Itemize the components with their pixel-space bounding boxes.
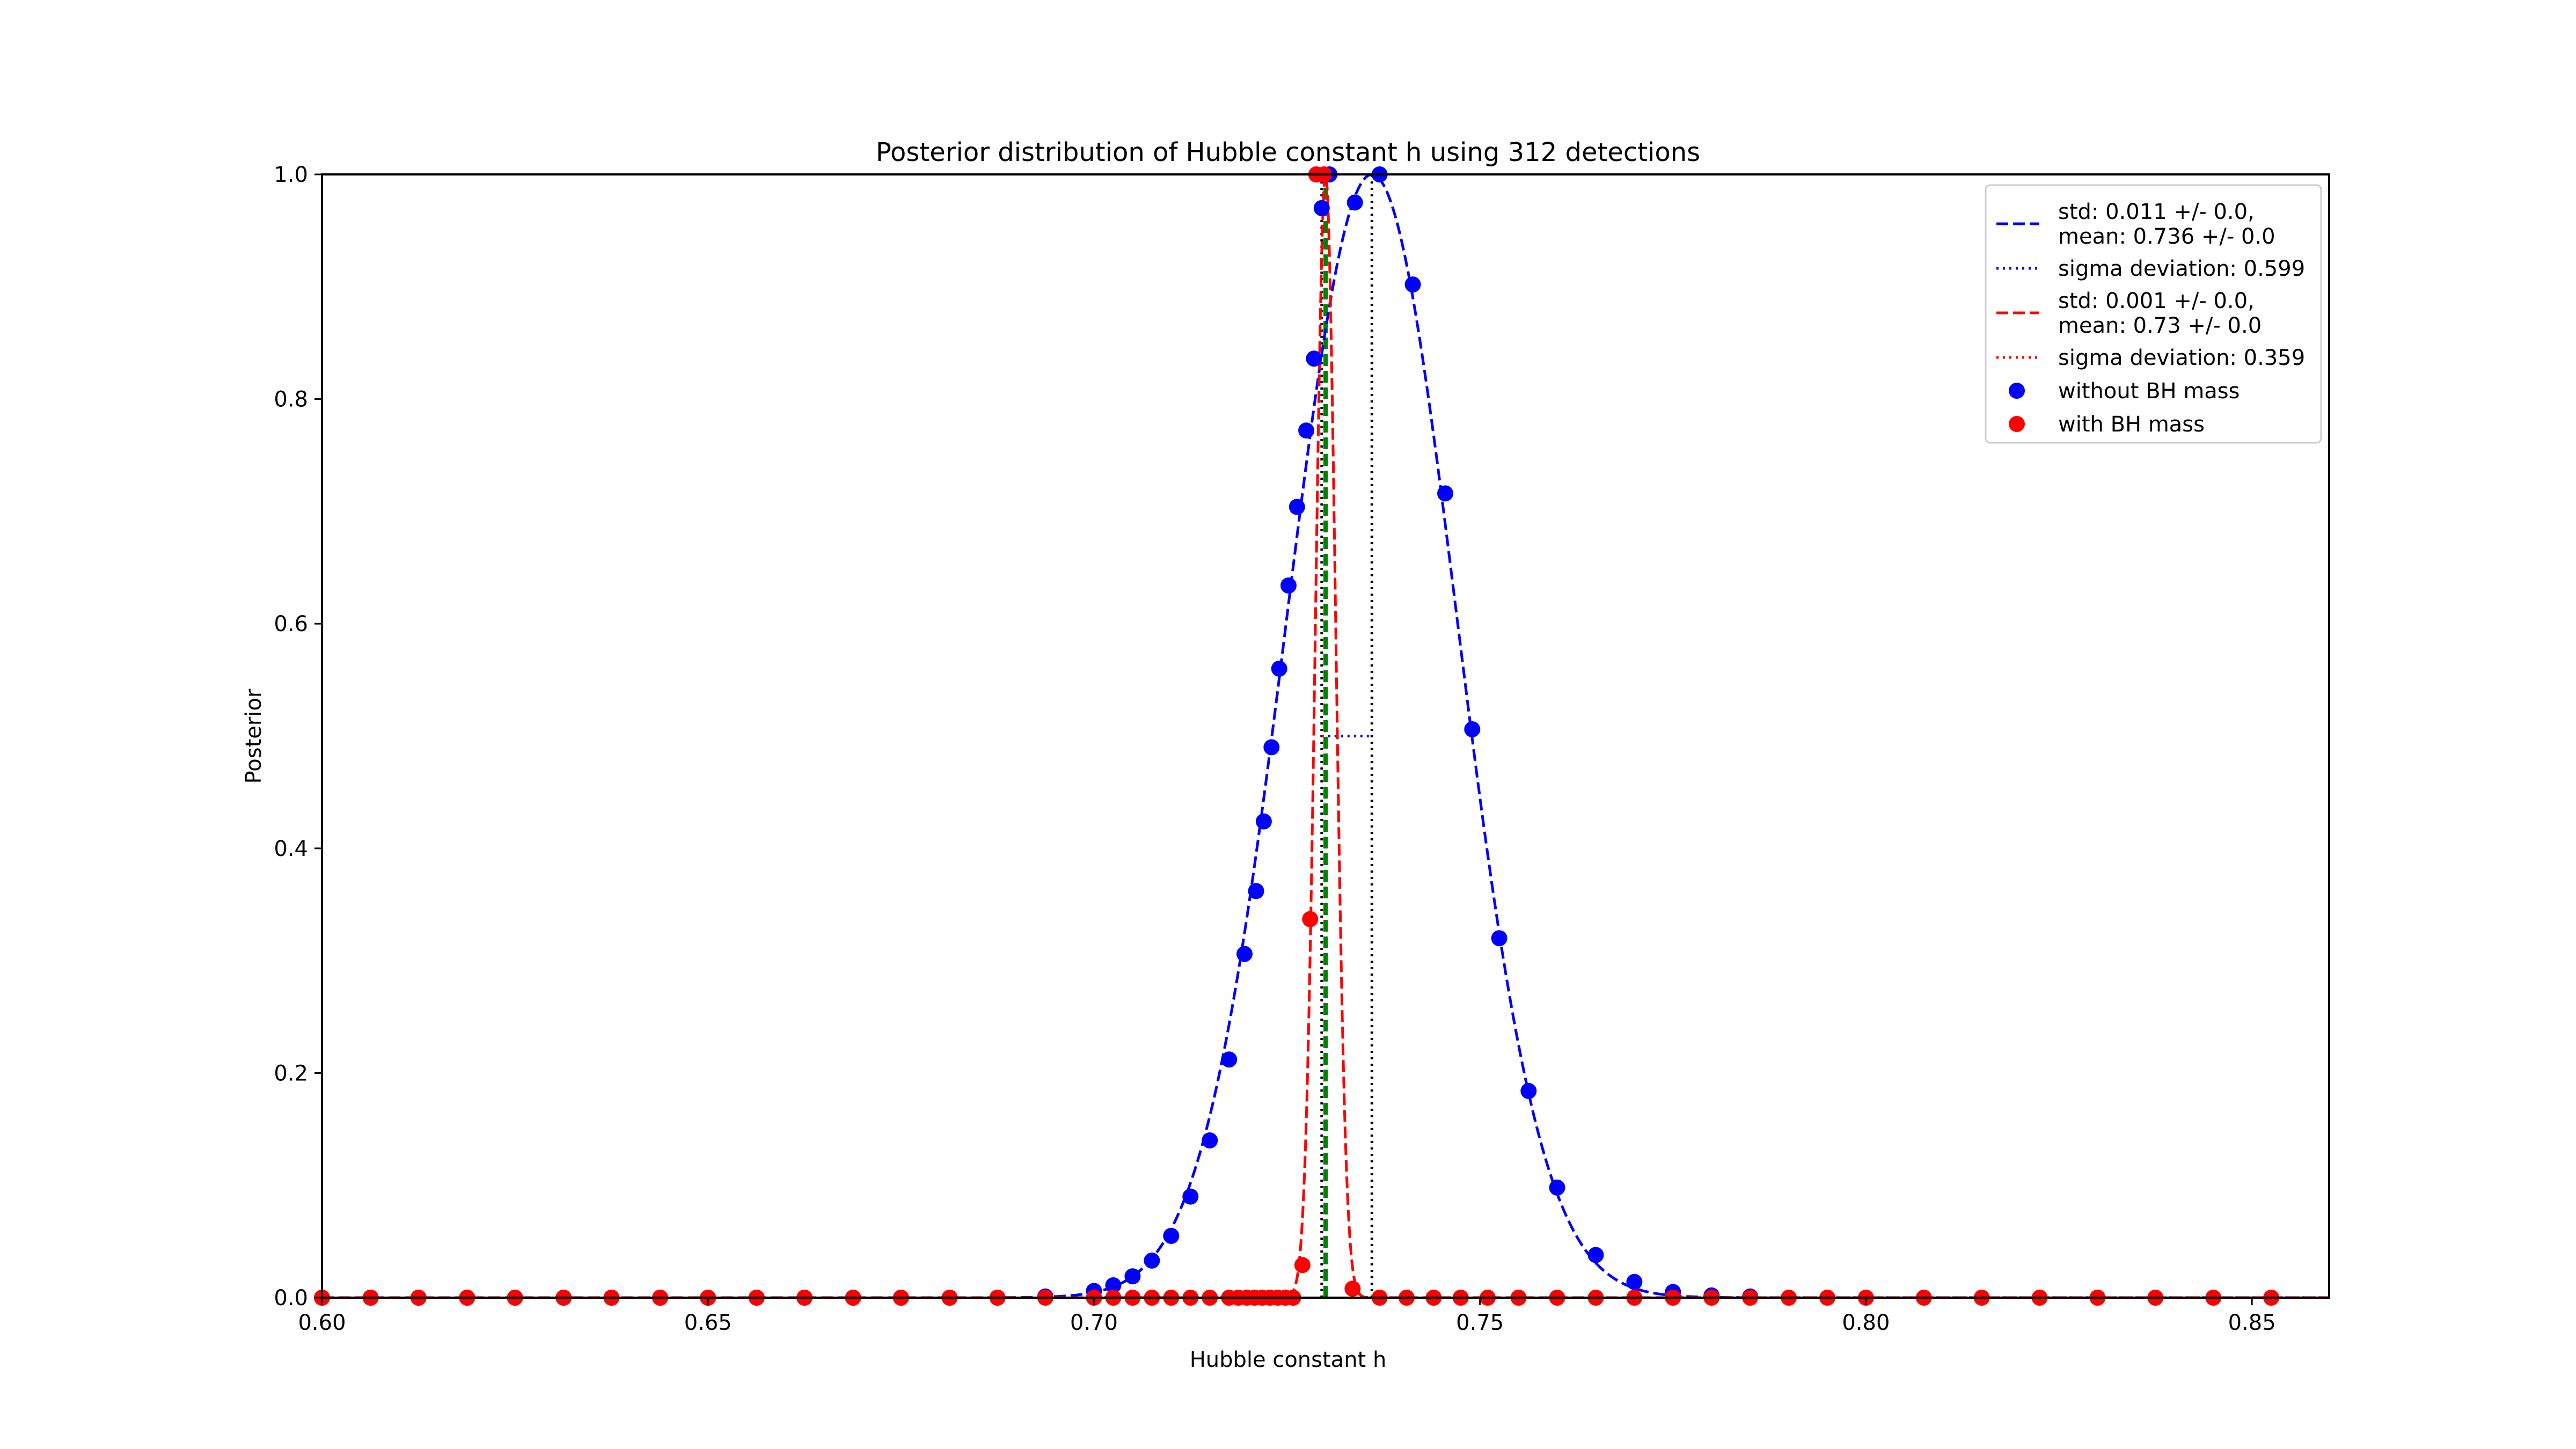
legend-label-2-0: std: 0.001 +/- 0.0, bbox=[2058, 289, 2255, 313]
legend-entry-3: sigma deviation: 0.359 bbox=[1996, 346, 2305, 370]
axes: 0.60 0.65 0.70 0.75 0.80 0.85 0.0 0.2 0.4 0.6 0.8 1… bbox=[274, 163, 2330, 1335]
x-tick-label-4: 0.80 bbox=[1842, 1311, 1890, 1335]
x-tick-label-1: 0.65 bbox=[684, 1311, 732, 1335]
point-with-bh-32 bbox=[1294, 1257, 1311, 1274]
point-without-bh-39 bbox=[1464, 721, 1481, 737]
legend-label-5: with BH mass bbox=[2058, 412, 2205, 437]
y-tick-label-4: 0.8 bbox=[274, 387, 308, 412]
legend-label-0-1: mean: 0.736 +/- 0.0 bbox=[2058, 224, 2275, 249]
legend: std: 0.011 +/- 0.0,mean: 0.736 +/- 0.0 si… bbox=[1985, 184, 2322, 444]
legend-marker-5 bbox=[2009, 416, 2025, 432]
point-without-bh-23 bbox=[1221, 1051, 1238, 1068]
point-with-bh-36 bbox=[1344, 1280, 1361, 1297]
point-without-bh-19 bbox=[1144, 1252, 1160, 1269]
x-tick-label-5: 0.85 bbox=[2228, 1311, 2276, 1335]
x-tick-label-3: 0.75 bbox=[1456, 1311, 1504, 1335]
point-without-bh-20 bbox=[1163, 1227, 1180, 1244]
point-without-bh-28 bbox=[1271, 660, 1287, 677]
y-tick-label-3: 0.6 bbox=[274, 612, 308, 636]
point-without-bh-27 bbox=[1263, 739, 1280, 756]
legend-label-2-1: mean: 0.73 +/- 0.0 bbox=[2058, 313, 2262, 338]
point-without-bh-32 bbox=[1306, 350, 1322, 367]
y-axis-title: Posterior bbox=[241, 689, 266, 784]
point-without-bh-30 bbox=[1289, 499, 1305, 515]
plot-frame bbox=[321, 173, 2330, 1299]
y-tick-label-0: 0.0 bbox=[274, 1286, 308, 1311]
fit-curve-2 bbox=[322, 173, 2329, 1298]
legend-marker-4 bbox=[2009, 383, 2025, 399]
point-without-bh-31 bbox=[1298, 422, 1315, 439]
x-tick-label-2: 0.70 bbox=[1070, 1311, 1118, 1335]
point-without-bh-35 bbox=[1346, 194, 1363, 211]
y-tick-label-5: 1.0 bbox=[274, 163, 308, 187]
legend-entry-1: sigma deviation: 0.599 bbox=[1996, 257, 2305, 281]
legend-entry-4: without BH mass bbox=[2009, 379, 2240, 404]
legend-label-4: without BH mass bbox=[2058, 379, 2240, 404]
point-without-bh-37 bbox=[1404, 276, 1421, 293]
point-without-bh-38 bbox=[1437, 485, 1453, 502]
point-without-bh-41 bbox=[1520, 1082, 1537, 1099]
point-without-bh-26 bbox=[1255, 813, 1272, 830]
legend-entry-0: std: 0.011 +/- 0.0,mean: 0.736 +/- 0.0 bbox=[1996, 200, 2275, 249]
y-tick-label-2: 0.4 bbox=[274, 837, 308, 861]
point-with-bh-33 bbox=[1302, 911, 1319, 927]
point-without-bh-44 bbox=[1626, 1274, 1643, 1290]
legend-label-3: sigma deviation: 0.359 bbox=[2058, 346, 2305, 370]
point-without-bh-21 bbox=[1182, 1188, 1199, 1205]
point-without-bh-33 bbox=[1313, 200, 1330, 216]
point-without-bh-17 bbox=[1105, 1277, 1122, 1293]
legend-entry-2: std: 0.001 +/- 0.0,mean: 0.73 +/- 0.0 bbox=[1996, 289, 2262, 338]
point-without-bh-25 bbox=[1248, 883, 1264, 899]
point-without-bh-22 bbox=[1202, 1132, 1218, 1148]
legend-box bbox=[1985, 184, 2322, 444]
plot-contents bbox=[322, 172, 2329, 1298]
y-tick-label-1: 0.2 bbox=[274, 1061, 308, 1086]
point-without-bh-43 bbox=[1587, 1247, 1604, 1263]
legend-label-0-0: std: 0.011 +/- 0.0, bbox=[2058, 200, 2255, 224]
point-without-bh-40 bbox=[1491, 930, 1507, 947]
x-axis-title: Hubble constant h bbox=[1190, 1348, 1387, 1372]
legend-label-1: sigma deviation: 0.599 bbox=[2058, 257, 2305, 281]
x-tick-label-0: 0.60 bbox=[298, 1311, 346, 1335]
point-without-bh-18 bbox=[1124, 1268, 1141, 1285]
legend-entry-5: with BH mass bbox=[2009, 412, 2205, 437]
point-without-bh-24 bbox=[1236, 946, 1253, 962]
chart-title: Posterior distribution of Hubble constan… bbox=[876, 137, 1700, 167]
point-without-bh-29 bbox=[1280, 577, 1297, 594]
point-without-bh-42 bbox=[1549, 1179, 1565, 1196]
